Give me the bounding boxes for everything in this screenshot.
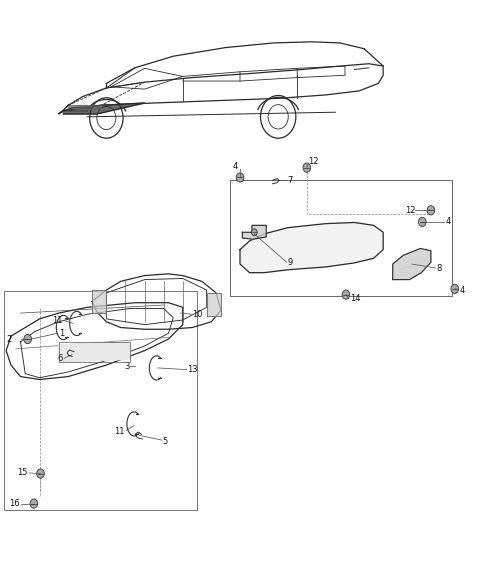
- Text: 4: 4: [459, 285, 465, 295]
- Bar: [59, 342, 130, 362]
- Circle shape: [451, 284, 458, 293]
- Polygon shape: [63, 103, 144, 114]
- Text: 5: 5: [163, 437, 168, 446]
- Polygon shape: [393, 248, 431, 280]
- Text: 12: 12: [308, 157, 318, 166]
- Text: 8: 8: [437, 263, 442, 273]
- Circle shape: [303, 163, 311, 172]
- Polygon shape: [240, 223, 383, 273]
- Polygon shape: [92, 290, 107, 313]
- Text: 13: 13: [188, 365, 198, 374]
- Text: 3: 3: [124, 362, 129, 371]
- Circle shape: [236, 173, 244, 182]
- Text: 11: 11: [114, 427, 124, 436]
- Text: 12: 12: [405, 206, 416, 215]
- Circle shape: [36, 469, 44, 478]
- Polygon shape: [242, 226, 266, 239]
- Text: 4: 4: [445, 218, 450, 226]
- Text: 15: 15: [17, 469, 28, 477]
- Polygon shape: [206, 293, 221, 316]
- Text: 7: 7: [288, 176, 293, 185]
- Circle shape: [30, 499, 37, 508]
- Text: 2: 2: [7, 335, 12, 343]
- Text: 10: 10: [192, 310, 203, 319]
- Text: 14: 14: [350, 294, 360, 303]
- Circle shape: [342, 290, 350, 299]
- Bar: [230, 180, 452, 296]
- Text: 1: 1: [59, 329, 64, 338]
- Polygon shape: [59, 342, 130, 362]
- Circle shape: [427, 206, 435, 215]
- Bar: [4, 291, 197, 510]
- Bar: [92, 290, 107, 313]
- Circle shape: [24, 335, 32, 344]
- Text: 11: 11: [52, 316, 62, 325]
- Text: 16: 16: [9, 499, 20, 508]
- Polygon shape: [68, 106, 87, 111]
- Text: 9: 9: [288, 258, 293, 267]
- Text: 4: 4: [233, 162, 238, 171]
- Text: 6: 6: [57, 354, 62, 362]
- Circle shape: [252, 229, 257, 235]
- Polygon shape: [75, 106, 102, 110]
- Bar: [206, 293, 221, 316]
- Circle shape: [419, 218, 426, 227]
